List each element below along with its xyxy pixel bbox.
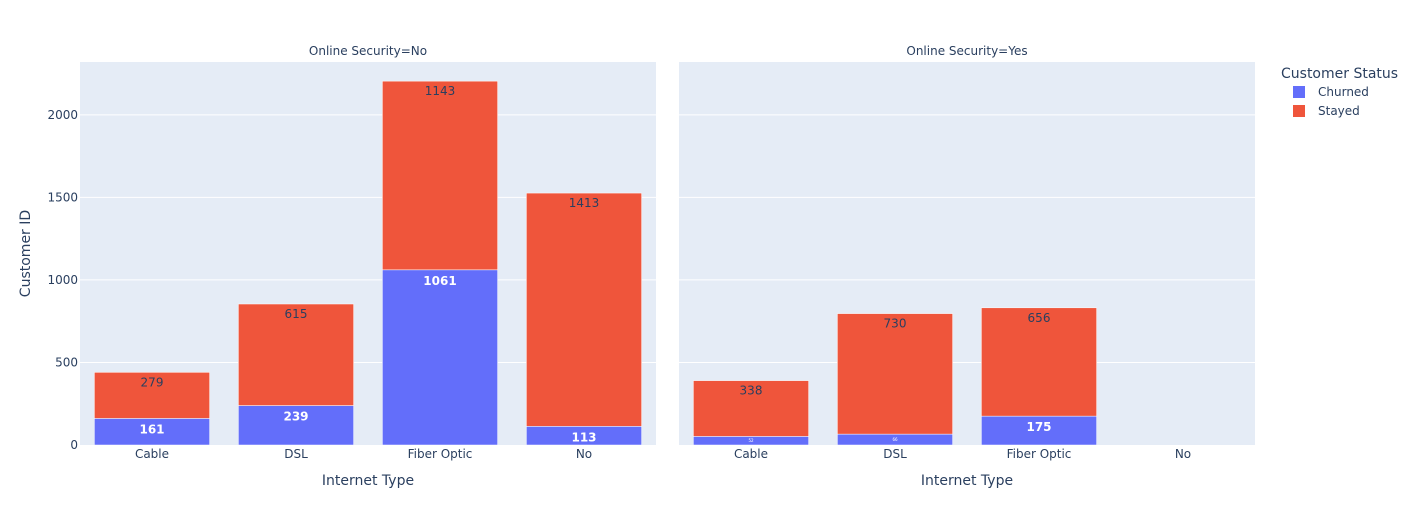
- data-label-churned-2-3: 175: [1026, 420, 1051, 434]
- bar-stayed-2-cable: [693, 380, 809, 437]
- data-label-stayed-1-3: 1143: [425, 84, 456, 98]
- y-tick-label-500: 500: [55, 355, 78, 369]
- data-label-stayed-1-1: 279: [141, 375, 164, 389]
- data-label-churned-1-2: 239: [283, 410, 308, 424]
- data-label-churned-1-1: 161: [139, 422, 164, 436]
- x-tick-label-2-4: No: [1175, 447, 1191, 461]
- x-axis-title-2: Internet Type: [921, 473, 1013, 489]
- bar-stayed-2-dsl: [837, 313, 953, 435]
- y-tick-label-2000: 2000: [47, 108, 78, 122]
- x-tick-label-2-2: DSL: [883, 447, 907, 461]
- data-label-churned-1-4: 113: [571, 430, 596, 444]
- bar-churned-1-cable: [94, 418, 210, 446]
- bar-stayed-1-cable: [94, 372, 210, 419]
- panel-title-2: Online Security=Yes: [906, 44, 1027, 58]
- bar-stayed-2-fiber-optic: [981, 307, 1097, 417]
- data-label-stayed-2-1: 338: [740, 384, 763, 398]
- data-label-stayed-1-2: 615: [285, 307, 308, 321]
- bar-stayed-1-dsl: [238, 303, 354, 406]
- y-axis-title: Customer ID: [18, 210, 34, 297]
- data-label-stayed-2-3: 656: [1028, 311, 1051, 325]
- legend-label-stayed: Stayed: [1318, 104, 1360, 118]
- x-axis-title-1: Internet Type: [322, 473, 414, 489]
- x-tick-label-2-1: Cable: [734, 447, 768, 461]
- y-tick-label-1500: 1500: [47, 190, 78, 204]
- data-label-churned-2-1: 52: [748, 438, 754, 443]
- x-tick-label-1-3: Fiber Optic: [408, 447, 473, 461]
- data-label-stayed-2-2: 730: [884, 317, 907, 331]
- legend-swatch-stayed: [1293, 105, 1305, 117]
- data-label-stayed-1-4: 1413: [569, 196, 600, 210]
- y-tick-label-1000: 1000: [47, 273, 78, 287]
- data-label-churned-1-3: 1061: [423, 274, 456, 288]
- bar-stayed-1-fiber-optic: [382, 80, 498, 271]
- legend-label-churned: Churned: [1318, 85, 1369, 99]
- x-tick-label-1-4: No: [576, 447, 592, 461]
- legend-swatch-churned: [1293, 86, 1305, 98]
- bar-churned-2-fiber-optic: [981, 415, 1097, 446]
- bar-churned-1-dsl: [238, 405, 354, 446]
- data-label-churned-2-2: 66: [892, 437, 898, 442]
- x-tick-label-2-3: Fiber Optic: [1007, 447, 1072, 461]
- x-tick-label-1-1: Cable: [135, 447, 169, 461]
- bar-churned-1-fiber-optic: [382, 269, 498, 446]
- x-tick-label-1-2: DSL: [284, 447, 308, 461]
- bar-stayed-1-no: [526, 192, 642, 427]
- panel-title-1: Online Security=No: [309, 44, 427, 58]
- legend-title: Customer Status: [1281, 66, 1398, 82]
- y-tick-label-0: 0: [70, 438, 78, 452]
